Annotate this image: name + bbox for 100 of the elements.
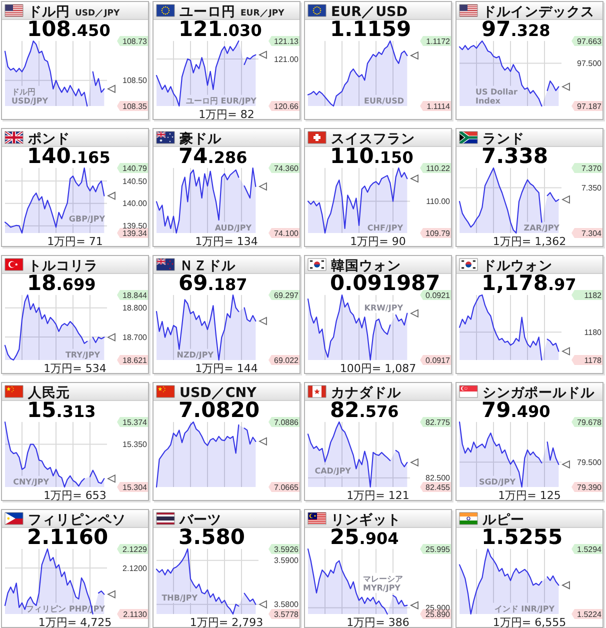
chart-title: ドル円 (28, 4, 70, 20)
series-label: US Dollar Index (475, 88, 520, 106)
text: 1万円= 134 (195, 234, 258, 248)
y-tick-label: 120.66 (274, 102, 300, 111)
y-tick-label: 139.34 (122, 228, 148, 238)
chart-title: 人民元 (27, 385, 70, 401)
annotation: 140.165 (27, 144, 110, 168)
y-tick-label: 97.663 (577, 36, 602, 46)
chart-title: ルピー (482, 512, 524, 528)
y-tick-label: 69.022 (274, 356, 300, 365)
text: 1万円= 4,725 (38, 616, 112, 628)
chart-title: リンギット (331, 512, 401, 528)
series-label: CNY/JPY (13, 478, 50, 486)
series-label: TRY/JPY (65, 350, 100, 360)
y-tick-label: 18.800 (122, 304, 148, 313)
y-tick-label: 79.678 (577, 418, 602, 427)
text: 1万円= 71 (47, 234, 103, 248)
annotation: 97.328 (482, 17, 550, 41)
y-tick-label: 15.350 (122, 440, 148, 450)
chart-title: ポンド (27, 131, 70, 147)
y-tick-label: 108.73 (122, 36, 148, 46)
y-tick-label: 3.5926 (274, 544, 300, 554)
y-tick-label: 69.297 (274, 290, 300, 300)
series-label: インド INR/JPY (494, 604, 555, 614)
chart-title: トルコリラ (28, 258, 98, 274)
text: 100円= 1,087 (340, 362, 416, 375)
series-label: マレーシア MYR/JPY (363, 574, 406, 592)
y-tick-label: 108.35 (122, 102, 148, 111)
annotation: 108.450 (27, 17, 110, 41)
y-tick-label: 97.187 (577, 102, 602, 111)
annotation: 74.286 (178, 144, 248, 168)
text: 1万円= 1,362 (492, 234, 566, 248)
chart-title: USD／CNY (180, 385, 257, 401)
y-tick-label: 82.455 (426, 482, 451, 492)
y-tick-label: 25.995 (426, 544, 451, 554)
y-tick-label: 140.79 (122, 164, 148, 173)
y-tick-label: 140.00 (122, 199, 148, 208)
series-label: ドル円 USD/JPY (12, 88, 48, 106)
chart-title: シンガポールドル (482, 385, 596, 401)
y-tick-label: 2.1200 (122, 564, 148, 573)
y-tick-label: 1178 (584, 356, 602, 365)
chart-subtitle: USD／JPY (75, 8, 120, 18)
series-label: CAD/JPY (314, 466, 352, 476)
y-tick-label: 74.100 (274, 228, 300, 238)
annotation: 69.187 (178, 271, 248, 295)
annotation: 121.030 (178, 17, 262, 41)
y-tick-label: 1.1172 (426, 36, 451, 46)
chart-title: ドルインデックス (482, 4, 594, 20)
y-tick-label: 108.50 (122, 76, 148, 86)
series-label: SGD/JPY (478, 478, 516, 486)
series-label: AUD/JPY (214, 224, 252, 232)
text: 1万円= 6,555 (492, 616, 566, 628)
chart-title: カナダドル (331, 385, 402, 401)
y-tick-label: 109.79 (426, 228, 451, 238)
text: 1万円= 144 (195, 362, 258, 375)
y-tick-label: 82.500 (426, 474, 451, 483)
annotation: 15.313 (27, 398, 96, 422)
annotation: 110.150 (330, 144, 414, 168)
y-tick-label: 82.775 (426, 418, 451, 427)
y-tick-label: 7.0665 (274, 482, 300, 492)
annotation: 18.699 (27, 271, 96, 295)
chart-title: 韓国ウォン (331, 258, 401, 274)
annotation: 2.1160 (27, 525, 108, 549)
series-label: KRW/JPY (364, 304, 404, 312)
text: 1万円= 386 (346, 616, 410, 628)
y-tick-label: 97.500 (577, 59, 602, 68)
y-tick-label: 2.1229 (122, 544, 148, 554)
annotation: 7.338 (482, 144, 548, 168)
chart-title: スイスフラン (331, 131, 415, 147)
y-tick-label: 1182 (584, 290, 602, 300)
y-tick-label: 3.5800 (274, 600, 300, 610)
chart-title: ドルウォン (482, 258, 552, 274)
y-tick-label: 1180 (584, 328, 602, 337)
text: 1万円= 125 (498, 488, 561, 502)
chart-title: 豪ドル (178, 131, 222, 147)
annotation: 1,178.97 (482, 271, 576, 295)
y-tick-label: 15.374 (122, 418, 148, 427)
y-tick-label: 121.13 (274, 36, 300, 46)
text: 1万円= 82 (198, 108, 254, 121)
chart-title: ＮＺドル (180, 258, 236, 274)
y-tick-label: 1.1114 (426, 102, 451, 111)
y-tick-label: 121.00 (274, 54, 300, 64)
y-tick-label: 7.370 (581, 164, 602, 173)
series-label: EUR/USD (364, 96, 404, 106)
y-tick-label: 3.5900 (274, 556, 300, 566)
y-tick-label: 18.844 (122, 290, 148, 300)
y-tick-label: 18.621 (122, 356, 148, 365)
y-tick-label: 7.304 (581, 228, 602, 238)
y-tick-label: 1.5224 (577, 610, 602, 619)
series-label: ZAR/JPY (524, 224, 560, 232)
annotation: 25.904 (330, 525, 399, 549)
series-label: CHF/JPY (367, 224, 404, 232)
series-label: NZD/JPY (176, 350, 214, 360)
text: 1万円= 653 (44, 488, 106, 502)
series-label: GBP/JPY (68, 214, 106, 224)
annotation: 82.576 (330, 398, 399, 422)
series-label: ユーロ円 EUR/JPY (186, 96, 257, 106)
y-tick-label: 110.00 (426, 197, 451, 206)
y-tick-label: 139.50 (122, 222, 148, 231)
y-tick-label: 15.304 (122, 482, 148, 492)
